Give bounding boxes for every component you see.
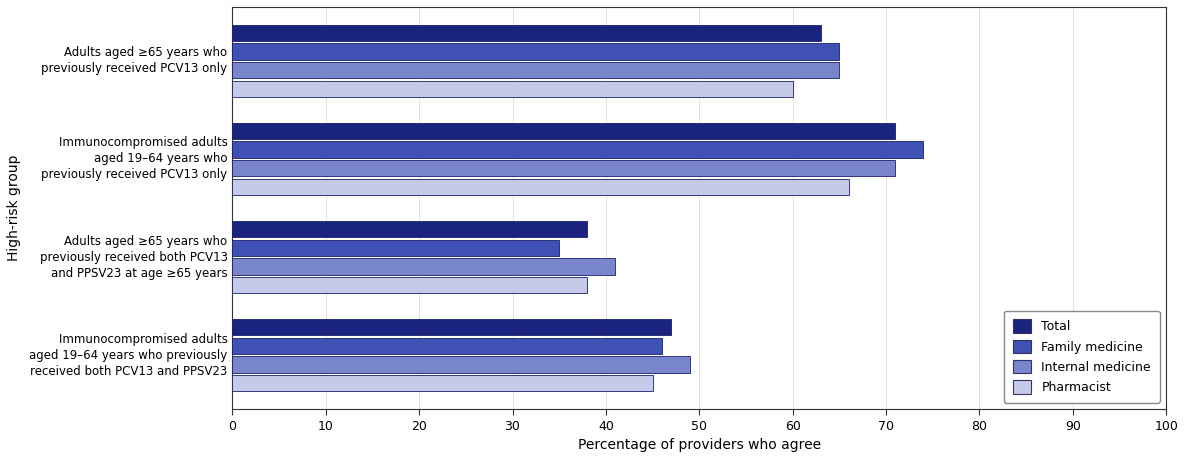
Bar (232, 179, 848, 195)
Bar (232, 123, 896, 139)
Bar (232, 25, 821, 41)
Bar (232, 319, 671, 336)
Bar (232, 160, 896, 177)
Bar (232, 375, 653, 391)
Bar (232, 240, 559, 256)
Bar (232, 141, 923, 158)
Bar (232, 277, 588, 293)
Bar (232, 43, 839, 60)
Bar (232, 81, 793, 97)
Bar (232, 258, 615, 274)
Bar (232, 356, 690, 373)
Bar (232, 221, 588, 237)
Legend: Total, Family medicine, Internal medicine, Pharmacist: Total, Family medicine, Internal medicin… (1004, 311, 1160, 403)
Y-axis label: High-risk group: High-risk group (7, 155, 21, 261)
Bar (232, 338, 662, 354)
Bar (232, 62, 839, 78)
X-axis label: Percentage of providers who agree: Percentage of providers who agree (578, 438, 821, 452)
